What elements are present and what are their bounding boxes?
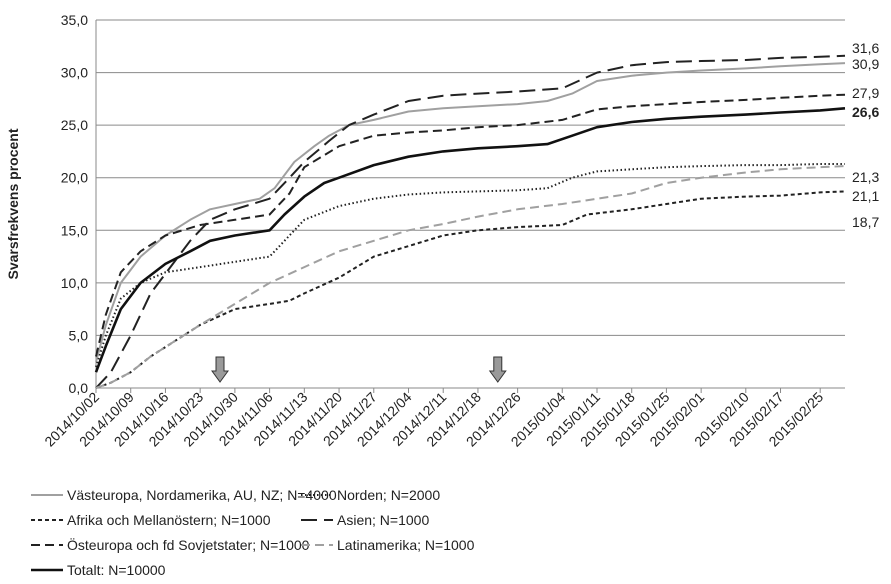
series-end-label: 18,7 [852, 214, 879, 230]
y-axis-title: Svarsfrekvens procent [5, 128, 21, 279]
series-end-label: 27,9 [852, 85, 879, 101]
legend-label: Västeuropa, Nordamerika, AU, NZ; N=4000 [67, 487, 337, 503]
event-markers [211, 356, 507, 383]
y-tick-label: 25,0 [61, 117, 88, 133]
y-tick-label: 15,0 [61, 222, 88, 238]
series-line-1 [95, 62, 846, 362]
gridlines [96, 19, 845, 389]
legend-label: Afrika och Mellanöstern; N=1000 [67, 512, 271, 528]
legend-label: Norden; N=2000 [337, 487, 440, 503]
series-line-3 [95, 190, 846, 389]
series-end-label: 21,3 [852, 169, 879, 185]
x-axis: 2014/10/022014/10/092014/10/162014/10/23… [41, 388, 826, 450]
y-tick-label: 10,0 [61, 275, 88, 291]
legend-label: Östeuropa och fd Sovjetstater; N=1000 [67, 536, 310, 553]
legend-label: Totalt: N=10000 [67, 562, 166, 578]
series-line-7 [94, 107, 846, 373]
series-line-4 [95, 54, 846, 389]
series-end-label: 31,6 [852, 40, 879, 56]
series-end-label: 21,1 [852, 188, 879, 204]
legend-label: Asien; N=1000 [337, 512, 429, 528]
series-end-label: 26,6 [852, 104, 879, 120]
series-lines [94, 54, 846, 389]
end-labels: 30,9 21,3 18,7 31,6 27,9 21,1 26,6 [852, 40, 879, 230]
y-axis: 0,0 5,0 10,0 15,0 20,0 25,0 30,0 35,0 [61, 12, 97, 396]
y-tick-label: 0,0 [69, 380, 89, 396]
legend-label: Latinamerika; N=1000 [337, 537, 475, 553]
series-line-6 [95, 165, 846, 389]
down-arrow-icon [211, 356, 229, 383]
y-tick-label: 5,0 [69, 327, 89, 343]
y-tick-label: 35,0 [61, 12, 88, 28]
down-arrow-icon [488, 356, 507, 383]
y-tick-label: 20,0 [61, 170, 88, 186]
series-line-5 [95, 93, 846, 357]
legend: Västeuropa, Nordamerika, AU, NZ; N=4000 N… [31, 487, 475, 578]
series-end-label: 30,9 [852, 56, 879, 72]
y-tick-label: 30,0 [61, 65, 88, 81]
series-line-2 [95, 163, 845, 368]
